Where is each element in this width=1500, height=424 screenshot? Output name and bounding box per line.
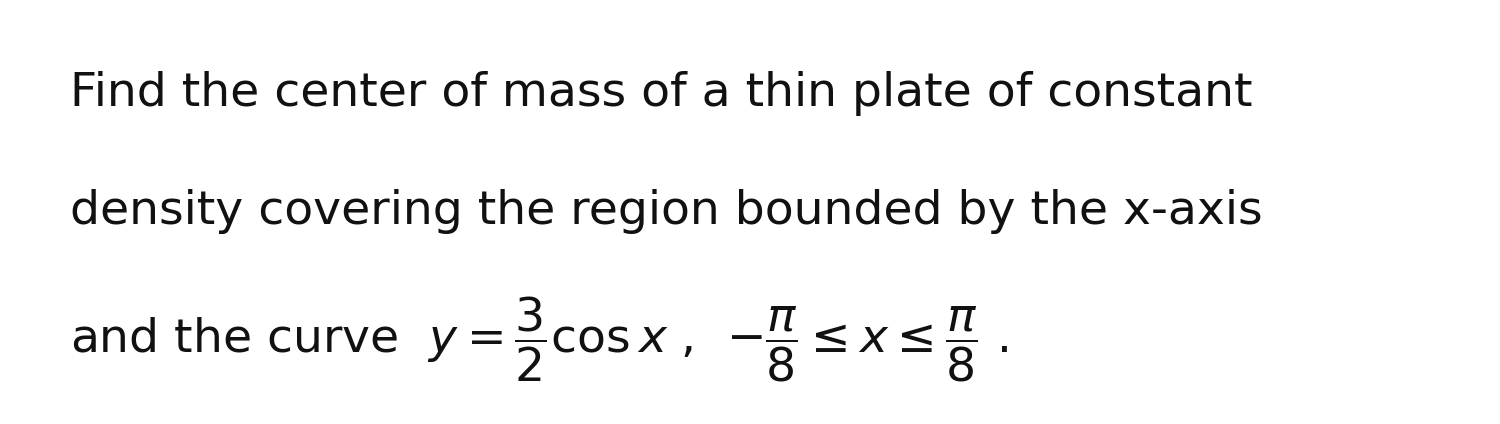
Text: and the curve  $y = \dfrac{3}{2}\cos x$ ,  $-\dfrac{\pi}{8} \leq x \leq \dfrac{\: and the curve $y = \dfrac{3}{2}\cos x$ ,… [70, 294, 1010, 384]
Text: Find the center of mass of a thin plate of constant: Find the center of mass of a thin plate … [70, 71, 1252, 116]
Text: density covering the region bounded by the x-axis: density covering the region bounded by t… [70, 190, 1263, 234]
